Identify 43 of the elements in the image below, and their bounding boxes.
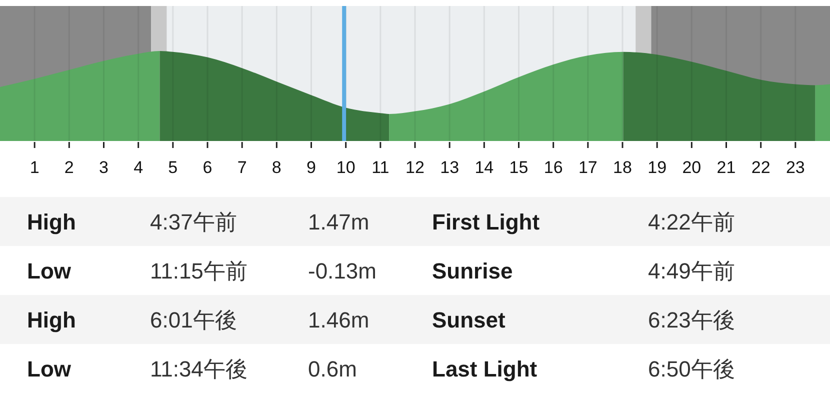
x-tick-label: 8 — [272, 158, 282, 177]
x-tick-label: 14 — [474, 158, 494, 177]
x-tick-label: 12 — [406, 158, 424, 177]
table-cell: 4:22午前 — [648, 210, 735, 234]
x-tick-label: 21 — [716, 158, 736, 177]
x-tick-label: 15 — [509, 158, 528, 177]
table-cell: 6:01午後 — [150, 308, 237, 332]
x-tick-label: 10 — [336, 158, 356, 177]
x-tick-label: 17 — [578, 158, 598, 177]
table-cell: Sunset — [432, 308, 506, 332]
x-tick-label: 18 — [613, 158, 632, 177]
table-cell: Low — [27, 258, 71, 284]
x-tick-label: 16 — [544, 158, 563, 177]
table-cell: -0.13m — [308, 258, 376, 284]
x-tick-label: 6 — [202, 158, 212, 177]
table-cell: 11:34午後 — [150, 356, 248, 382]
x-tick-label: 20 — [682, 158, 702, 177]
x-tick-label: 22 — [751, 158, 770, 177]
x-tick-label: 19 — [648, 158, 667, 177]
table-cell: Sunrise — [432, 258, 513, 284]
table-cell: 6:50午後 — [648, 356, 735, 382]
table-cell: Last Light — [432, 356, 538, 382]
x-tick-label: 5 — [168, 158, 178, 177]
x-tick-label: 11 — [372, 158, 390, 177]
x-tick-label: 23 — [786, 158, 805, 177]
table-cell: 1.47m — [308, 210, 370, 234]
x-tick-label: 1 — [30, 158, 40, 177]
table-cell: 11:15午前 — [150, 258, 248, 284]
x-tick-label: 2 — [64, 158, 74, 177]
x-tick-label: 13 — [440, 158, 460, 177]
table-cell: First Light — [432, 210, 540, 234]
table-cell: High — [27, 210, 76, 234]
table-cell: Low — [27, 356, 71, 382]
x-tick-label: 4 — [134, 158, 144, 177]
table-cell: 0.6m — [308, 356, 357, 382]
table-cell: 4:49午前 — [648, 258, 735, 284]
table-cell: High — [27, 308, 76, 332]
x-tick-label: 3 — [99, 158, 108, 177]
x-tick-label: 9 — [306, 158, 316, 177]
table-cell: 4:37午前 — [150, 210, 237, 234]
table-cell: 6:23午後 — [648, 308, 735, 332]
table-cell: 1.46m — [308, 308, 370, 332]
x-tick-label: 7 — [237, 158, 247, 177]
